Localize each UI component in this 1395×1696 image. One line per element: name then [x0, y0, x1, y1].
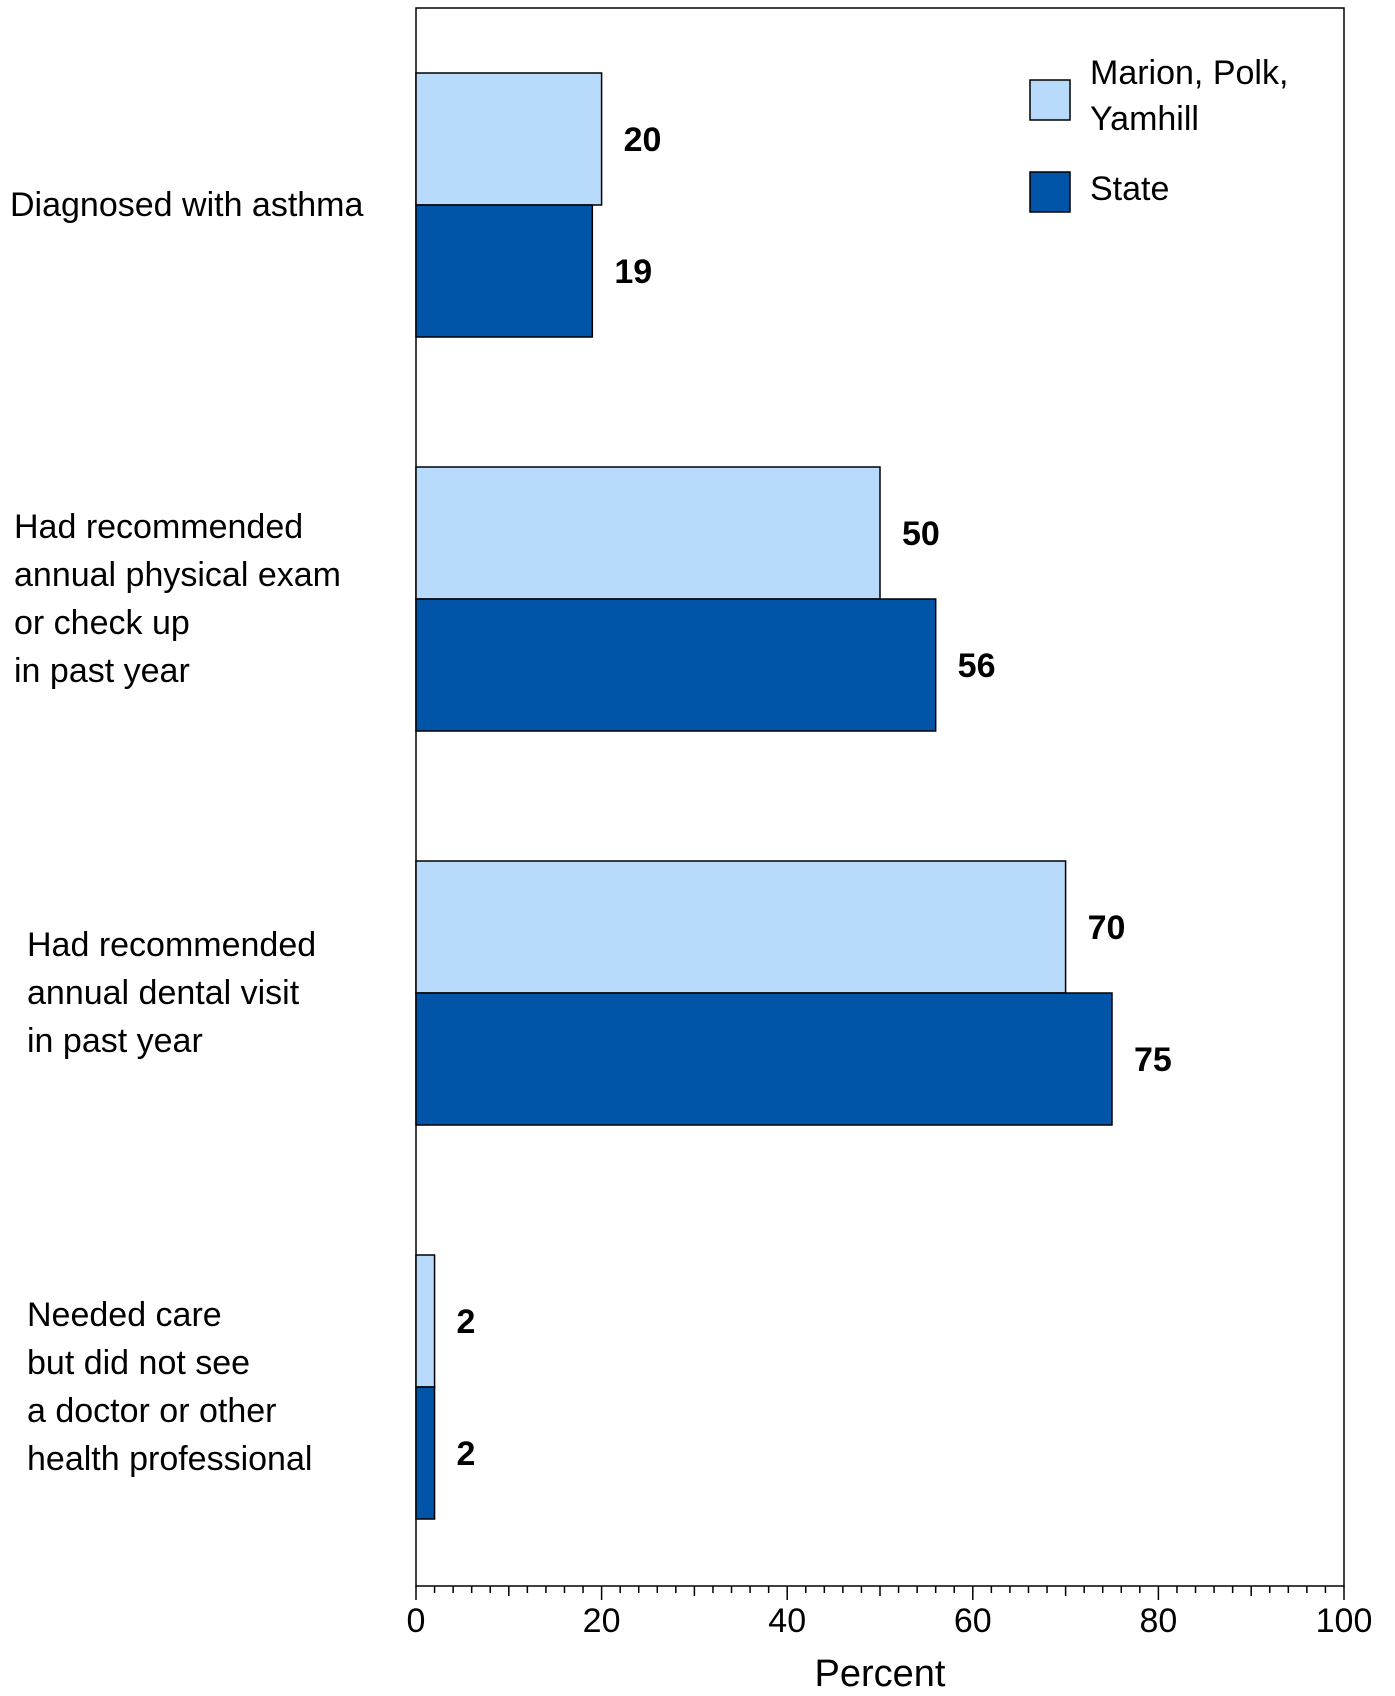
bar-region-0 [415, 72, 603, 206]
category-label: Needed care but did not see a doctor or ot… [27, 1296, 312, 1478]
value-label: 19 [614, 253, 652, 291]
bar-state-2 [415, 992, 1113, 1126]
value-label: 56 [958, 647, 996, 685]
bar-state-0 [415, 204, 594, 338]
value-label: 75 [1134, 1041, 1172, 1079]
category-label: Had recommended annual physical exam or ch… [14, 508, 341, 690]
legend-label: State [1090, 170, 1169, 208]
value-label: 20 [624, 121, 662, 159]
tick-label: 40 [768, 1602, 806, 1640]
x-axis: 0 20 40 60 80 100 [407, 1586, 1373, 1640]
value-labels-layer: 20 19 50 56 70 75 2 2 [457, 121, 1172, 1473]
value-label: 70 [1088, 909, 1126, 947]
value-label: 50 [902, 515, 940, 553]
category-labels-layer: Diagnosed with asthma Had recommended annu… [10, 186, 364, 1478]
legend: Marion, Polk, Yamhill State [1029, 54, 1288, 213]
value-label: 2 [457, 1303, 476, 1341]
value-label: 2 [457, 1435, 476, 1473]
tick-label: 100 [1316, 1602, 1373, 1640]
legend-label: Marion, Polk, Yamhill [1090, 54, 1288, 138]
tick-label: 80 [1139, 1602, 1177, 1640]
category-label: Diagnosed with asthma [10, 186, 364, 224]
bar-state-3 [415, 1386, 436, 1520]
category-label: Had recommended annual dental visit in pas… [27, 926, 316, 1060]
x-axis-title: Percent [815, 1653, 946, 1695]
tick-label: 60 [954, 1602, 992, 1640]
legend-swatch [1029, 171, 1071, 213]
bar-region-2 [415, 860, 1067, 994]
bars-layer [415, 72, 1113, 1520]
bar-region-1 [415, 466, 881, 600]
legend-swatch [1029, 79, 1071, 121]
bar-region-3 [415, 1254, 436, 1388]
tick-label: 0 [407, 1602, 426, 1640]
tick-label: 20 [583, 1602, 621, 1640]
bar-state-1 [415, 598, 937, 732]
